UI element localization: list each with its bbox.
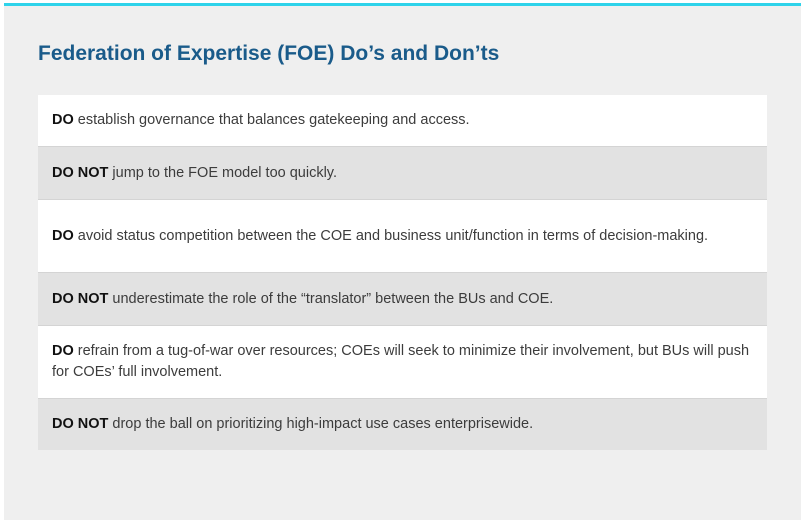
item-keyword: DO NOT — [52, 290, 109, 307]
list-item-text: DO refrain from a tug-of-war over resour… — [52, 341, 753, 383]
list-item-do: DO avoid status competition between the … — [38, 200, 767, 273]
content-panel: Federation of Expertise (FOE) Do’s and D… — [4, 3, 801, 520]
list-item-do-not: DO NOT underestimate the role of the “tr… — [38, 273, 767, 326]
item-keyword: DO — [52, 343, 74, 359]
list-item-text: DO NOT jump to the FOE model too quickly… — [52, 163, 337, 184]
item-keyword: DO NOT — [52, 416, 109, 432]
item-keyword: DO NOT — [52, 164, 109, 181]
item-keyword: DO — [52, 112, 74, 128]
list-item-text: DO NOT underestimate the role of the “tr… — [52, 289, 553, 310]
item-text: drop the ball on prioritizing high-impac… — [108, 416, 534, 432]
item-text: avoid status competition between the COE… — [73, 227, 709, 244]
list-item-do-not: DO NOT jump to the FOE model too quickly… — [38, 147, 767, 200]
item-text: underestimate the role of the “translato… — [108, 290, 554, 307]
list-item-text: DO NOT drop the ball on prioritizing hig… — [52, 414, 533, 435]
item-text: jump to the FOE model too quickly. — [108, 164, 337, 181]
list-item-do: DO refrain from a tug-of-war over resour… — [38, 326, 767, 399]
list-item-text: DO avoid status competition between the … — [52, 226, 708, 247]
item-text: establish governance that balances gatek… — [73, 112, 470, 128]
dos-and-donts-list: DO establish governance that balances ga… — [38, 95, 767, 450]
list-item-text: DO establish governance that balances ga… — [52, 110, 470, 131]
list-item-do: DO establish governance that balances ga… — [38, 95, 767, 147]
item-text: refrain from a tug-of-war over resources… — [52, 343, 750, 380]
list-item-do-not: DO NOT drop the ball on prioritizing hig… — [38, 399, 767, 450]
item-keyword: DO — [52, 227, 74, 244]
page-title: Federation of Expertise (FOE) Do’s and D… — [38, 42, 500, 65]
